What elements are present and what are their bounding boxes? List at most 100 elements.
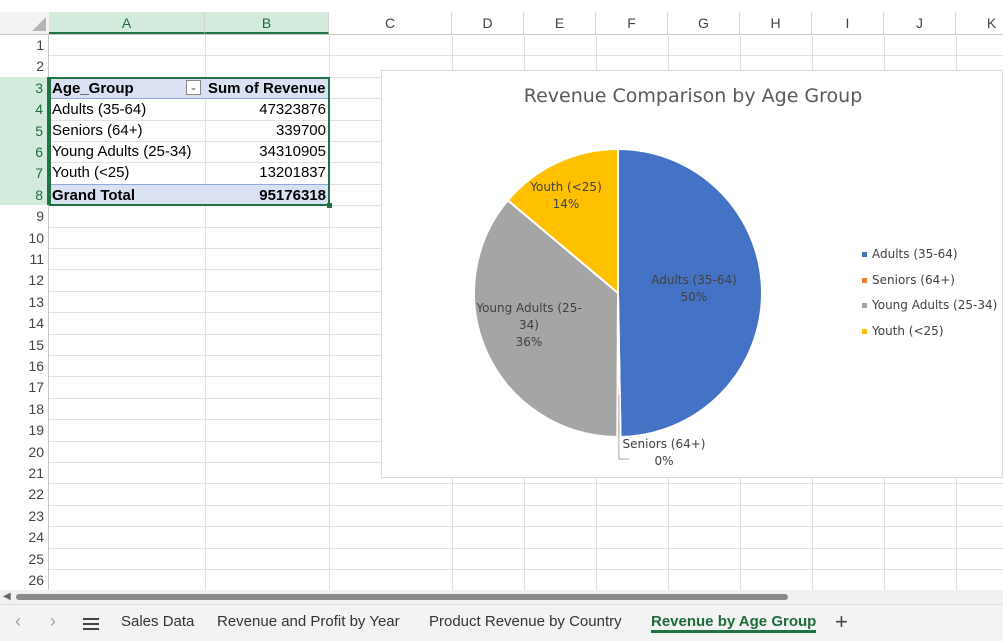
column-header-j[interactable]: J: [884, 12, 956, 34]
pie-slice[interactable]: [473, 198, 620, 439]
tab-sales-data[interactable]: Sales Data: [121, 613, 195, 630]
legend-swatch: [862, 252, 867, 257]
row-header[interactable]: 12: [0, 269, 49, 291]
row-header[interactable]: 9: [0, 205, 49, 227]
leader-line: [618, 394, 629, 460]
row-header[interactable]: 8: [0, 183, 49, 206]
column-gridline: [205, 34, 206, 590]
row-header[interactable]: 4: [0, 98, 49, 120]
row-header[interactable]: 24: [0, 526, 49, 548]
column-header-k[interactable]: K: [956, 12, 1003, 34]
row-header[interactable]: 7: [0, 162, 49, 184]
spreadsheet-grid[interactable]: A B C D E F G H I J K 1 2 3 4 5 6 7 8 9 10 11 12 13 1…: [0, 0, 1003, 590]
pivot-total-label[interactable]: Grand Total: [49, 184, 205, 205]
tab-product-revenue-by-country[interactable]: Product Revenue by Country: [429, 613, 622, 630]
data-label[interactable]: Adults (35-64) 50%: [651, 273, 737, 304]
select-all-corner[interactable]: [0, 12, 50, 34]
column-header-b[interactable]: B: [205, 12, 329, 34]
row-header[interactable]: 6: [0, 141, 49, 163]
column-header-g[interactable]: G: [668, 12, 740, 34]
pivot-row-value[interactable]: 34310905: [259, 143, 326, 160]
data-label[interactable]: Young Adults (25- 34) 36%: [475, 301, 581, 349]
pivot-row-label[interactable]: Youth (<25): [52, 164, 130, 181]
pivot-total-value[interactable]: 95176318: [205, 184, 329, 205]
data-label[interactable]: Youth (<25) 14%: [529, 180, 602, 211]
hamburger-menu-icon[interactable]: [83, 618, 99, 633]
pivot-row-label[interactable]: Young Adults (25-34): [52, 143, 192, 160]
legend-swatch: [862, 329, 867, 334]
tab-revenue-and-profit-by-year[interactable]: Revenue and Profit by Year: [217, 613, 400, 630]
chart-title[interactable]: Revenue Comparison by Age Group: [523, 85, 863, 107]
pivot-header-label[interactable]: Age_Group: [49, 78, 205, 99]
pie-slice[interactable]: [506, 147, 619, 296]
data-label-line: 0%: [654, 454, 673, 468]
data-label-line: 50%: [681, 290, 708, 304]
data-label[interactable]: Seniors (64+) 0%: [623, 437, 706, 468]
pivot-row-value[interactable]: 339700: [275, 122, 326, 139]
row-header[interactable]: 10: [0, 226, 49, 248]
row-header[interactable]: 2: [0, 55, 49, 77]
row-gridline: [49, 569, 1003, 570]
row-header[interactable]: 17: [0, 376, 49, 398]
row-header[interactable]: 15: [0, 333, 49, 355]
row-header[interactable]: 22: [0, 483, 49, 505]
column-header-a[interactable]: A: [49, 12, 205, 34]
row-header[interactable]: 21: [0, 462, 49, 484]
fill-handle[interactable]: [327, 203, 332, 208]
pivot-row-label[interactable]: Adults (35-64): [52, 101, 147, 118]
scrollbar-thumb[interactable]: [16, 594, 788, 600]
data-label-line: 36%: [516, 335, 543, 349]
legend-label: Youth (<25): [872, 324, 944, 338]
row-gridline: [49, 504, 1003, 506]
chevron-left-icon[interactable]: ‹: [15, 611, 21, 631]
dropdown-filter-icon[interactable]: ⌄: [186, 80, 201, 95]
pivot-header-value[interactable]: Sum of Revenue: [205, 78, 329, 99]
data-label-line: 34): [519, 318, 539, 332]
column-header-bar: A B C D E F G H I J K: [0, 0, 1003, 35]
column-header-i[interactable]: I: [812, 12, 884, 34]
row-header[interactable]: 11: [0, 248, 49, 270]
column-gridline: [329, 34, 330, 590]
row-header[interactable]: 26: [0, 569, 49, 590]
data-label-line: Seniors (64+): [623, 437, 706, 451]
legend-swatch: [862, 278, 867, 283]
pivot-row-value[interactable]: 13201837: [259, 164, 326, 181]
legend-item-seniors[interactable]: Seniors (64+): [862, 273, 955, 287]
column-header-f[interactable]: F: [596, 12, 668, 34]
row-header[interactable]: 5: [0, 119, 49, 141]
row-header[interactable]: 23: [0, 504, 49, 527]
legend-swatch: [862, 303, 867, 308]
row-header[interactable]: 1: [0, 34, 49, 56]
scroll-left-icon[interactable]: ◀: [3, 591, 11, 602]
column-header-d[interactable]: D: [452, 12, 524, 34]
pie-chart[interactable]: Revenue Comparison by Age Group Adults (…: [381, 70, 1003, 478]
data-label-line: 14%: [553, 197, 580, 211]
row-gridline: [49, 55, 1003, 57]
row-header[interactable]: 19: [0, 419, 49, 441]
row-header[interactable]: 13: [0, 290, 49, 313]
legend-item-adults[interactable]: Adults (35-64): [862, 247, 958, 261]
row-gridline: [49, 526, 1003, 528]
chevron-right-icon[interactable]: ›: [50, 611, 56, 631]
legend-item-youth[interactable]: Youth (<25): [862, 324, 944, 338]
row-header[interactable]: 14: [0, 312, 49, 334]
data-label-line: Adults (35-64): [651, 273, 737, 287]
legend-label: Adults (35-64): [872, 247, 958, 261]
legend-item-young-adults[interactable]: Young Adults (25-34): [862, 298, 997, 312]
row-header[interactable]: 3: [0, 76, 49, 99]
row-header[interactable]: 16: [0, 355, 49, 377]
pivot-row-value[interactable]: 47323876: [259, 101, 326, 118]
row-header[interactable]: 20: [0, 440, 49, 462]
pivot-row-label[interactable]: Seniors (64+): [52, 122, 143, 139]
pie-slice[interactable]: [617, 147, 763, 438]
row-header[interactable]: 25: [0, 547, 49, 569]
row-header[interactable]: 18: [0, 397, 49, 420]
add-sheet-button[interactable]: +: [835, 609, 848, 634]
horizontal-scrollbar[interactable]: ◀: [0, 590, 1003, 604]
column-header-e[interactable]: E: [524, 12, 596, 34]
column-header-h[interactable]: H: [740, 12, 812, 34]
legend-label: Seniors (64+): [872, 273, 955, 287]
column-header-c[interactable]: C: [329, 12, 452, 34]
tab-revenue-by-age-group[interactable]: Revenue by Age Group: [651, 613, 817, 630]
row-gridline: [49, 483, 1003, 485]
